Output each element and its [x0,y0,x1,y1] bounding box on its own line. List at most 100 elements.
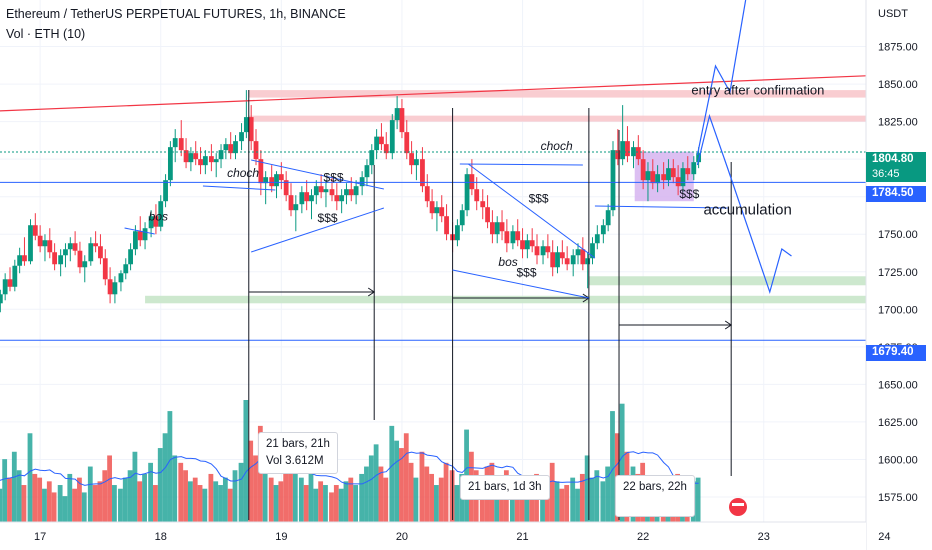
candle-body [258,159,264,184]
volume-bar [514,488,520,522]
candle-body [233,141,238,154]
candle-body [534,246,540,256]
time-tick-label: 23 [758,531,770,543]
candle-body [22,255,27,262]
candle-body [585,258,591,265]
volume-bar [313,488,319,522]
candle-body [112,282,118,295]
volume-bar [454,485,460,522]
candle-body [263,177,269,184]
candle-body [142,228,148,241]
volume-bar [57,485,63,522]
candle-body [404,132,410,154]
time-tick-label: 17 [34,531,46,543]
measure-line: 22 bars, 22h [623,481,687,493]
volume-bar [81,492,87,522]
candle-body [37,235,43,247]
bos-line [124,227,155,235]
scenario-path-up [696,0,747,156]
liquidity-line [251,207,385,253]
volume-bar [429,473,434,522]
choch-line [459,163,583,166]
candle-body [339,195,345,202]
candle-body [640,159,646,181]
volume-bar [509,485,515,522]
volume-indicator-label[interactable]: Vol · ETH (10) [6,27,86,41]
time-tick-label: 22 [637,531,649,543]
candle-body [178,138,184,151]
candle-body [564,258,570,265]
candle-body [635,147,641,160]
candle-body [198,159,203,166]
volume-bar [359,473,365,522]
time-axis[interactable]: 17 18 19 20 21 22 23 24 [0,521,890,550]
volume-bar [394,440,400,522]
candle-body [459,210,465,226]
volume-bar [137,481,143,522]
candle-body [645,171,651,181]
annotation-label: $$$ [324,171,344,185]
candle-body [188,153,194,163]
volume-bar [288,451,293,522]
resistance-zone [248,90,866,98]
candle-body [167,147,173,181]
candle-body [299,192,305,205]
volume-bar [443,462,449,522]
volume-bar [253,455,258,522]
volume-bar [42,488,47,522]
candles [0,90,702,313]
candle-body [28,225,33,262]
volume-bar [2,459,8,522]
candle-body [269,177,275,187]
volume-bar [11,451,17,522]
volume-bar [383,477,389,522]
annotation-label: entry after confirmation [691,83,824,98]
volume-bar [434,485,439,522]
volume-bar [62,496,68,522]
volume-bar [343,481,349,522]
annotation-label: accumulation [703,202,791,219]
volume-bar [605,466,611,522]
liquidity-line [467,163,596,259]
volume-bar [544,492,550,522]
candle-body [137,231,143,241]
candle-body [605,210,611,226]
volume-bar [162,433,168,522]
volume-bar [222,477,228,522]
candle-body [133,231,138,250]
candle-body [274,174,279,187]
candle-body [650,171,656,184]
annotation-label: bos [498,255,517,269]
candle-body [172,138,178,148]
candle-body [52,252,58,265]
horizontal-lines [0,151,866,341]
candle-body [2,279,8,295]
volume-bar [438,477,444,522]
candle-body [374,136,380,151]
candle-body [550,252,556,268]
candle-body [691,162,697,175]
volume-bar [238,462,244,522]
choch-line [202,185,276,191]
price-axis[interactable]: 1575.001600.001625.001650.001675.001700.… [865,0,932,550]
candle-body [309,195,314,202]
volume-bar [227,488,233,522]
volume-bar [92,485,98,522]
volume-bar [399,448,404,522]
price-tick-label: 1725.00 [878,267,918,279]
candle-body [0,294,3,304]
candle-body [655,174,661,184]
volume-bar [67,473,73,522]
volume-bar [494,481,500,522]
candle-body [394,108,400,121]
candle-body [98,246,103,259]
candle-body [118,273,124,283]
candle-body [153,216,159,227]
volume-bar [424,466,430,522]
scenario-path-down [696,113,792,295]
candle-body [72,243,78,251]
candle-body [389,120,395,154]
candle-body [529,240,535,247]
volume-bar [21,485,27,522]
